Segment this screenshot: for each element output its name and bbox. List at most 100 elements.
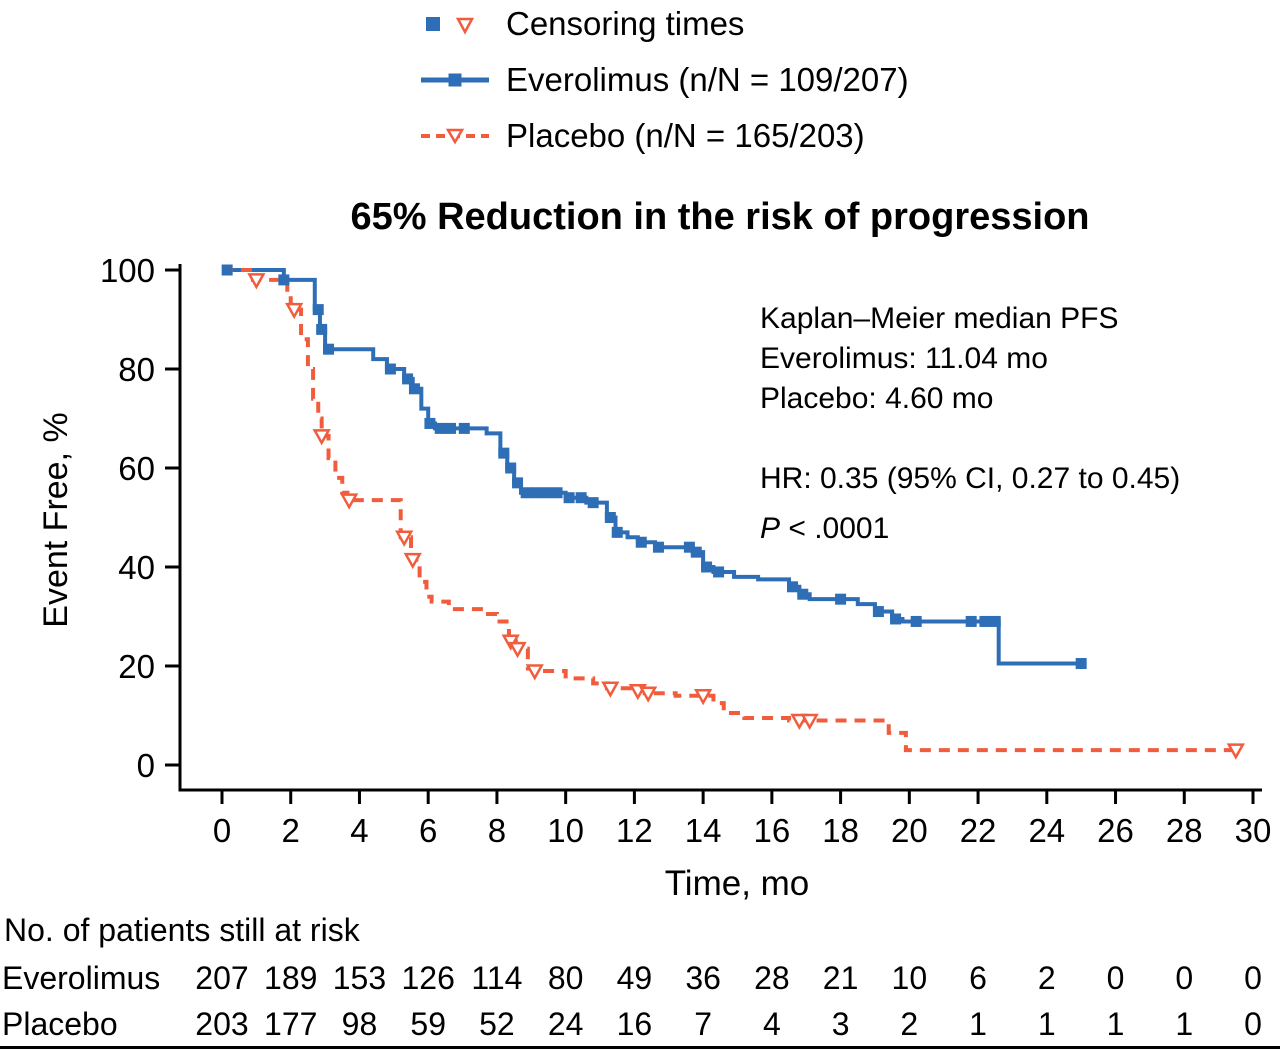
y-tick-label: 100	[100, 252, 155, 289]
x-tick-label: 6	[419, 812, 437, 849]
x-tick-label: 28	[1166, 812, 1203, 849]
censor-square	[312, 304, 324, 316]
risk-count: 0	[1106, 960, 1125, 996]
legend-item-placebo: Placebo (n/N = 165/203)	[418, 114, 909, 157]
censor-square	[690, 546, 702, 558]
x-tick-label: 12	[616, 812, 653, 849]
annotation-everolimus-median: Everolimus: 11.04 mo	[760, 342, 1048, 375]
censor-marks	[221, 264, 1245, 760]
risk-row-everolimus: Everolimus 207 189 153 126 114 80 49 36 28 21 10 6 2…	[0, 960, 1280, 1004]
axis-frame	[178, 264, 1262, 792]
censor-square	[384, 363, 396, 375]
risk-count: 16	[616, 1006, 653, 1042]
annotation-p-value: P < .0001	[760, 512, 889, 545]
censor-square	[872, 606, 884, 618]
censor-square	[683, 541, 695, 553]
risk-count: 207	[195, 960, 249, 996]
risk-count: 126	[401, 960, 455, 996]
x-tick-label: 2	[282, 812, 300, 849]
censor-triangle	[247, 273, 266, 290]
y-tick-label: 20	[118, 648, 155, 685]
risk-count: 1	[1175, 1006, 1194, 1042]
risk-count: 2	[900, 1006, 919, 1042]
censor-square	[835, 593, 847, 605]
censor-square	[611, 526, 623, 538]
censor-triangle	[403, 552, 422, 570]
legend-label-placebo: Placebo (n/N = 165/203)	[506, 116, 865, 154]
risk-row-label: Placebo	[2, 1006, 118, 1042]
legend-label-everolimus: Everolimus (n/N = 109/207)	[506, 60, 909, 98]
x-tick-label: 18	[822, 812, 859, 849]
censor-square	[408, 383, 420, 395]
x-tick-label: 22	[960, 812, 997, 849]
censor-triangle	[601, 681, 620, 698]
censor-square	[434, 422, 446, 434]
censor-square	[910, 615, 922, 627]
censor-square	[890, 613, 902, 625]
risk-count: 0	[1244, 960, 1262, 996]
risk-count: 203	[195, 1006, 249, 1042]
censor-triangle	[790, 713, 809, 731]
censor-square	[424, 417, 436, 429]
censor-square	[713, 566, 725, 578]
legend-label-censoring: Censoring times	[506, 4, 745, 42]
x-tick-label: 20	[891, 812, 928, 849]
censor-square	[989, 615, 1001, 627]
risk-count: 2	[1037, 960, 1056, 996]
risk-count: 36	[685, 960, 721, 996]
km-chart: 0 2 4 6 8 10 12 14 16 18 20 22 24 26 28 30020406080100 …	[100, 252, 1271, 903]
censor-square	[541, 487, 553, 499]
censor-square	[278, 274, 290, 286]
censor-square	[316, 323, 328, 335]
legend-item-everolimus: Everolimus (n/N = 109/207)	[418, 58, 909, 101]
censor-square	[520, 487, 532, 499]
censor-square	[587, 497, 599, 509]
risk-count: 7	[694, 1006, 713, 1042]
everolimus-line-icon	[418, 67, 496, 93]
censor-triangle	[508, 641, 527, 659]
survival-curves	[222, 268, 1243, 753]
risk-count: 1	[969, 1006, 987, 1042]
censor-square	[512, 477, 524, 489]
annotation-km-title: Kaplan–Meier median PFS	[760, 302, 1119, 335]
risk-count: 177	[264, 1006, 318, 1042]
censor-square	[786, 581, 798, 593]
placebo-line-icon	[418, 123, 496, 149]
censor-square	[701, 561, 713, 573]
censor-triangle	[395, 530, 414, 547]
censor-square	[635, 536, 647, 548]
x-tick-label: 24	[1028, 812, 1065, 849]
risk-count: 153	[332, 960, 387, 996]
risk-count: 52	[479, 1006, 515, 1042]
censor-triangle	[340, 493, 359, 510]
censor-square	[221, 264, 233, 276]
series-line-placebo	[222, 268, 1243, 753]
censor-square	[530, 487, 542, 499]
y-tick-label: 40	[118, 549, 155, 586]
risk-count: 80	[547, 960, 584, 996]
x-tick-label: 10	[547, 812, 584, 849]
risk-count: 28	[754, 960, 790, 996]
censor-square	[652, 541, 664, 553]
x-tick-label: 26	[1097, 812, 1134, 849]
censor-square	[551, 487, 563, 499]
risk-table-header: No. of patients still at risk	[4, 912, 360, 948]
risk-count: 4	[762, 1006, 781, 1042]
risk-count: 21	[822, 960, 859, 996]
x-axis-title: Time, mo	[665, 864, 810, 903]
censor-square	[575, 492, 587, 504]
risk-count: 98	[341, 1006, 378, 1042]
censor-triangle	[525, 664, 544, 681]
censor-triangle	[312, 429, 331, 446]
censor-square	[604, 512, 616, 523]
censor-square	[797, 588, 809, 600]
censor-square	[505, 462, 517, 474]
legend: Censoring times Everolimus (n/N = 109/20…	[418, 2, 909, 157]
risk-count: 10	[891, 960, 928, 996]
risk-row-label: Everolimus	[2, 960, 161, 996]
risk-count: 0	[1175, 960, 1194, 996]
risk-count: 59	[410, 1006, 446, 1042]
censor-triangle	[285, 302, 304, 320]
y-tick-label: 0	[137, 747, 155, 784]
